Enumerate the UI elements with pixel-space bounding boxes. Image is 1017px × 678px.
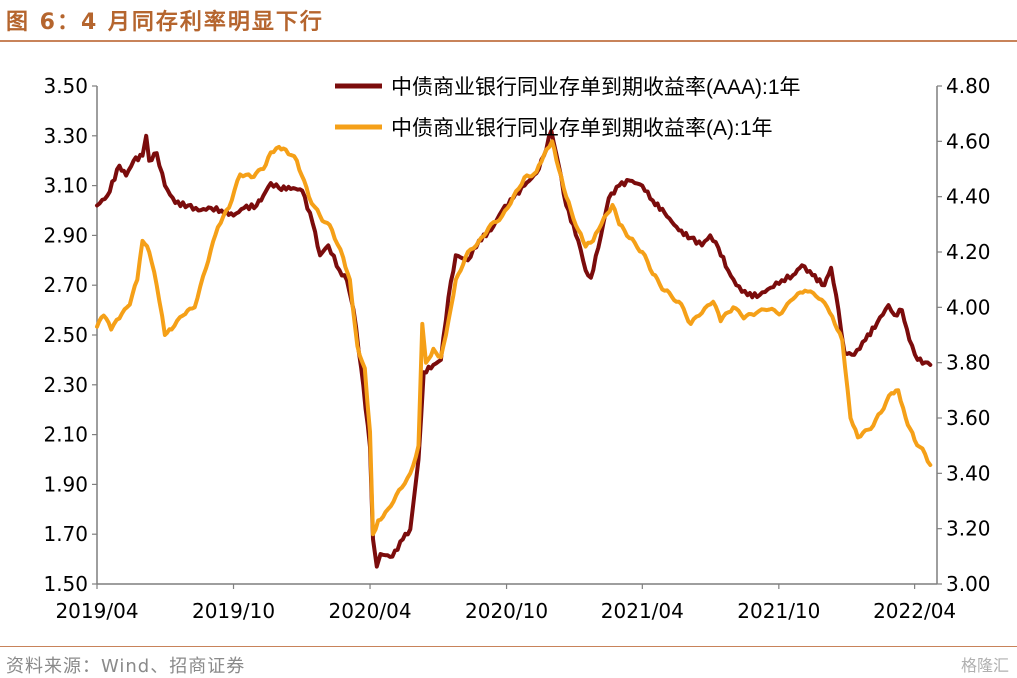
x-tick-label: 2020/10: [465, 599, 548, 623]
series-layer: [95, 128, 933, 569]
left-tick-label: 2.30: [43, 373, 88, 397]
x-tick-label: 2021/04: [601, 599, 684, 623]
source-divider: [0, 646, 1017, 647]
legend-label-2: 中债商业银行同业存单到期收益率(A):1年: [391, 117, 773, 140]
left-tick-label: 1.90: [43, 472, 88, 496]
right-tick-label: 3.40: [946, 461, 991, 485]
left-tick-label: 3.10: [43, 174, 88, 198]
right-tick-label: 4.40: [946, 185, 991, 209]
watermark-logo: 格隆汇: [960, 656, 1009, 675]
left-tick-label: 3.50: [43, 74, 88, 98]
right-tick-label: 3.20: [946, 517, 991, 541]
x-tick-label: 2022/04: [873, 599, 956, 623]
legend-label-1: 中债商业银行同业存单到期收益率(AAA):1年: [391, 76, 801, 99]
left-tick-label: 3.30: [43, 124, 88, 148]
left-tick-label: 1.50: [43, 572, 88, 596]
series-line-2: [95, 139, 933, 537]
right-tick-label: 4.80: [946, 74, 991, 98]
x-tick-label: 2019/10: [192, 599, 275, 623]
x-tick-label: 2020/04: [328, 599, 411, 623]
right-tick-label: 4.20: [946, 240, 991, 264]
right-tick-label: 3.60: [946, 406, 991, 430]
chart-axes: 3.50 3.30 3.10 2.90 2.70 2.50 2.30 2.10 1.90 1.70…: [43, 74, 990, 623]
right-tick-label: 3.00: [946, 572, 991, 596]
title-divider: [0, 40, 1017, 42]
right-tick-label: 4.60: [946, 129, 991, 153]
left-tick-label: 2.70: [43, 273, 88, 297]
x-tick-label: 2021/10: [737, 599, 820, 623]
x-tick-label: 2019/04: [55, 599, 138, 623]
line-chart: 3.50 3.30 3.10 2.90 2.70 2.50 2.30 2.10 1.90 1.70…: [43, 74, 990, 623]
figure-title: 图 6：4 月同存利率明显下行: [6, 10, 324, 35]
source-note: 资料来源：Wind、招商证券: [6, 656, 246, 677]
left-tick-label: 2.10: [43, 423, 88, 447]
left-tick-label: 2.90: [43, 223, 88, 247]
chart-legend: 中债商业银行同业存单到期收益率(AAA):1年中债商业银行同业存单到期收益率(A…: [335, 76, 801, 140]
left-tick-label: 1.70: [43, 522, 88, 546]
right-tick-label: 4.00: [946, 295, 991, 319]
right-tick-label: 3.80: [946, 351, 991, 375]
left-tick-label: 2.50: [43, 323, 88, 347]
